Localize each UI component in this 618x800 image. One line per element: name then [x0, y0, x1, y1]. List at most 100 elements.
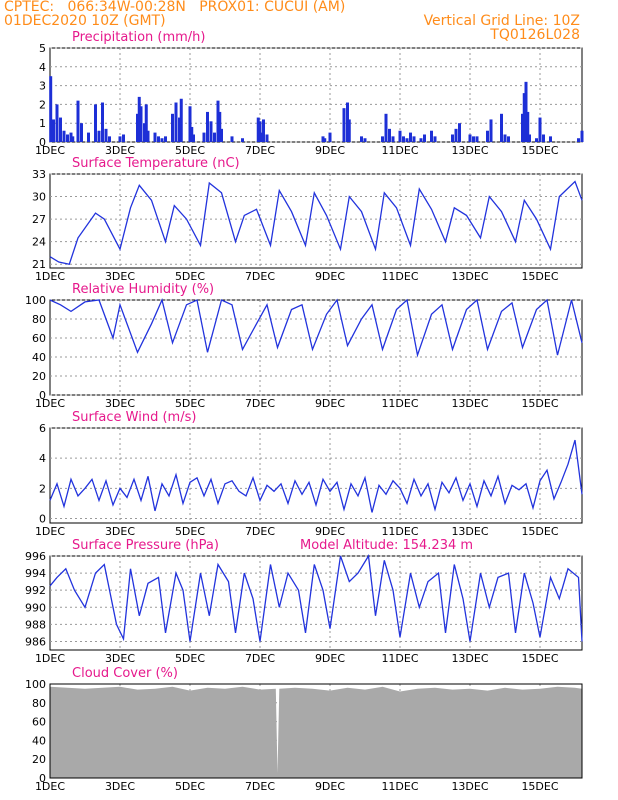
precip-bar — [59, 117, 62, 142]
precip-bar — [108, 136, 111, 142]
precip-bar — [104, 128, 108, 142]
precip-bar — [486, 130, 489, 142]
panel-2: 1DEC 3DEC 5DEC 7DEC 9DEC 11DEC 13DEC 15DEC 21 24 2… — [32, 156, 583, 283]
precip-bar — [328, 132, 332, 142]
precip-bar — [323, 138, 327, 142]
precip-bar — [144, 104, 148, 142]
precip-bar — [454, 128, 458, 142]
series-line — [49, 554, 583, 642]
x-tick-label: 9DEC — [315, 652, 345, 665]
y-tick-label: 100 — [25, 678, 46, 691]
x-tick-label: 9DEC — [315, 780, 345, 793]
panel-frame-top — [49, 683, 583, 779]
x-tick-label: 7DEC — [245, 652, 275, 665]
header-station: CPTEC: 066:34W-00:28N PROX01: CUCUI (AM) — [4, 0, 346, 15]
y-tick-label: 60 — [32, 716, 46, 729]
y-tick-label: 5 — [39, 42, 46, 55]
x-tick-label: 13DEC — [451, 397, 488, 410]
panel-title: Relative Humidity (%) — [72, 282, 214, 297]
precip-bar — [241, 138, 244, 142]
precip-bar — [549, 136, 552, 142]
header-datetime: 01DEC2020 10Z (GMT) — [4, 13, 166, 29]
x-tick-label: 1DEC — [35, 780, 65, 793]
panel-4: 1DEC 3DEC 5DEC 7DEC 9DEC 11DEC 13DEC 15DEC 0 2 4 6 S… — [35, 410, 583, 538]
y-tick-label: 988 — [25, 618, 46, 631]
y-tick-label: 21 — [32, 258, 46, 271]
precip-bar — [190, 126, 194, 142]
precip-bar — [260, 132, 264, 142]
precip-bar — [202, 132, 206, 142]
y-tick-label: 24 — [32, 236, 46, 249]
precip-bar — [521, 113, 524, 142]
x-tick-label: 11DEC — [381, 780, 418, 793]
x-tick-label: 13DEC — [451, 780, 488, 793]
precip-bar — [179, 98, 183, 142]
x-tick-label: 13DEC — [451, 144, 488, 157]
precip-bar — [346, 102, 349, 142]
y-tick-label: 2 — [39, 482, 46, 495]
x-tick-label: 7DEC — [245, 144, 275, 157]
y-tick-label: 0 — [39, 136, 46, 149]
precip-bar — [458, 123, 461, 142]
precip-bar — [220, 128, 223, 142]
precip-bar — [143, 123, 146, 142]
series-line — [49, 439, 583, 513]
x-tick-label: 1DEC — [35, 397, 65, 410]
y-tick-label: 2 — [39, 98, 46, 111]
y-tick-label: 0 — [39, 772, 46, 785]
x-tick-label: 3DEC — [105, 144, 135, 157]
precip-bar — [528, 134, 531, 142]
series-line — [49, 180, 583, 265]
x-tick-label: 5DEC — [175, 780, 205, 793]
precip-bar — [475, 136, 479, 142]
precip-bar — [347, 119, 351, 142]
y-tick-label: 3 — [39, 80, 46, 93]
y-tick-label: 40 — [32, 351, 46, 364]
x-tick-label: 7DEC — [245, 397, 275, 410]
x-tick-label: 3DEC — [105, 397, 135, 410]
x-tick-label: 5DEC — [175, 144, 205, 157]
precip-bar — [213, 132, 216, 142]
x-tick-label: 15DEC — [521, 652, 558, 665]
x-tick-label: 9DEC — [315, 144, 345, 157]
y-tick-label: 27 — [32, 213, 46, 226]
precip-bar — [137, 96, 141, 142]
panel-3: 1DEC 3DEC 5DEC 7DEC 9DEC 11DEC 13DEC 15DEC 0 20 40… — [25, 282, 583, 410]
x-tick-label: 9DEC — [315, 397, 345, 410]
y-tick-label: 0 — [39, 512, 46, 525]
precip-bar — [262, 119, 265, 142]
panel-title: Surface Pressure (hPa) — [72, 538, 219, 553]
precip-bar — [218, 111, 222, 142]
precip-bar — [402, 136, 405, 142]
precip-bar — [118, 136, 122, 142]
precip-bar — [206, 111, 209, 142]
precip-bar — [62, 130, 66, 142]
precip-bar — [503, 134, 507, 142]
y-tick-label: 60 — [32, 332, 46, 345]
precip-bar — [412, 136, 416, 142]
precip-bar — [391, 136, 395, 142]
y-tick-label: 33 — [32, 168, 46, 181]
y-tick-label: 1 — [39, 117, 46, 130]
y-tick-label: 100 — [25, 294, 46, 307]
x-tick-label: 11DEC — [381, 144, 418, 157]
panel-frame — [49, 299, 583, 396]
precip-bar — [122, 134, 125, 142]
precip-bar — [526, 111, 530, 142]
precip-bar — [71, 136, 75, 142]
panel-title: Surface Temperature (nC) — [72, 156, 240, 171]
precip-bar — [171, 113, 174, 142]
x-tick-label: 13DEC — [451, 270, 488, 283]
series-line — [49, 297, 583, 358]
precip-bar — [153, 132, 157, 142]
x-tick-label: 1DEC — [35, 144, 65, 157]
y-tick-label: 30 — [32, 191, 46, 204]
precip-bar — [265, 134, 269, 142]
x-tick-label: 15DEC — [521, 144, 558, 157]
y-tick-label: 40 — [32, 734, 46, 747]
precip-bar — [188, 106, 192, 142]
y-tick-label: 4 — [39, 452, 46, 465]
precip-bar — [524, 81, 528, 142]
precip-bar — [69, 132, 73, 142]
x-tick-label: 11DEC — [381, 525, 418, 538]
